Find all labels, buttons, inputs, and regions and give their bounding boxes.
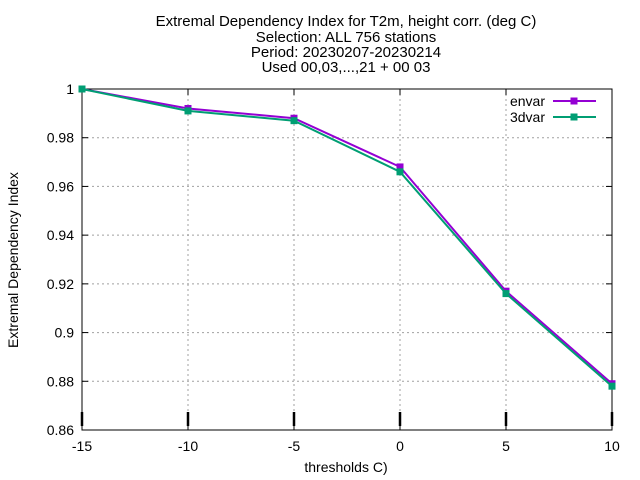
data-point-3dvar bbox=[184, 107, 192, 115]
y-tick-label: 0.86 bbox=[47, 422, 74, 438]
data-point-3dvar bbox=[78, 85, 86, 93]
chart-title: Extremal Dependency Index for T2m, heigh… bbox=[156, 13, 537, 76]
data-point-envar bbox=[396, 163, 404, 171]
data-series bbox=[78, 85, 616, 390]
y-tick-label: 0.94 bbox=[47, 227, 74, 243]
y-tick-label: 0.9 bbox=[55, 325, 75, 341]
series-line-envar bbox=[81, 88, 613, 385]
y-axis-label: Extremal Dependency Index bbox=[5, 172, 21, 348]
chart-title-line-2: Selection: ALL 756 stations bbox=[256, 29, 436, 46]
legend-marker-envar bbox=[570, 97, 578, 105]
x-axis-label: thresholds C) bbox=[304, 459, 387, 475]
data-point-3dvar bbox=[396, 168, 404, 176]
y-tick-label: 0.92 bbox=[47, 276, 74, 292]
x-tick-label: -10 bbox=[178, 438, 198, 454]
grid-lines bbox=[82, 89, 612, 430]
series-line-3dvar bbox=[81, 88, 613, 387]
chart-title-line-4: Used 00,03,...,21 + 00 03 bbox=[262, 59, 431, 76]
data-point-3dvar bbox=[608, 382, 616, 390]
x-tick-label: 0 bbox=[396, 438, 404, 454]
data-point-3dvar bbox=[290, 117, 298, 125]
y-tick-label: 0.96 bbox=[47, 178, 74, 194]
data-point-3dvar bbox=[502, 290, 510, 298]
legend-label-envar: envar bbox=[510, 93, 545, 109]
x-tick-label: -15 bbox=[72, 438, 92, 454]
legend-label-3dvar: 3dvar bbox=[510, 109, 545, 125]
x-tick-label: -5 bbox=[288, 438, 301, 454]
y-tick-label: 0.88 bbox=[47, 373, 74, 389]
y-tick-label: 1 bbox=[66, 81, 74, 97]
tick-labels: 0.86 0.88 0.9 0.92 0.94 0.96 0.98 1 -15 -10 -5 0 5 10 bbox=[47, 81, 620, 454]
legend-marker-3dvar bbox=[570, 113, 578, 121]
chart-title-line-1: Extremal Dependency Index for T2m, heigh… bbox=[156, 13, 537, 30]
x-tick-label: 10 bbox=[604, 438, 620, 454]
axis-ticks bbox=[80, 88, 614, 431]
plot-frame bbox=[81, 88, 613, 431]
chart-title-line-3: Period: 20230207-20230214 bbox=[251, 44, 441, 61]
x-tick-label: 5 bbox=[502, 438, 510, 454]
y-tick-label: 0.98 bbox=[47, 130, 74, 146]
